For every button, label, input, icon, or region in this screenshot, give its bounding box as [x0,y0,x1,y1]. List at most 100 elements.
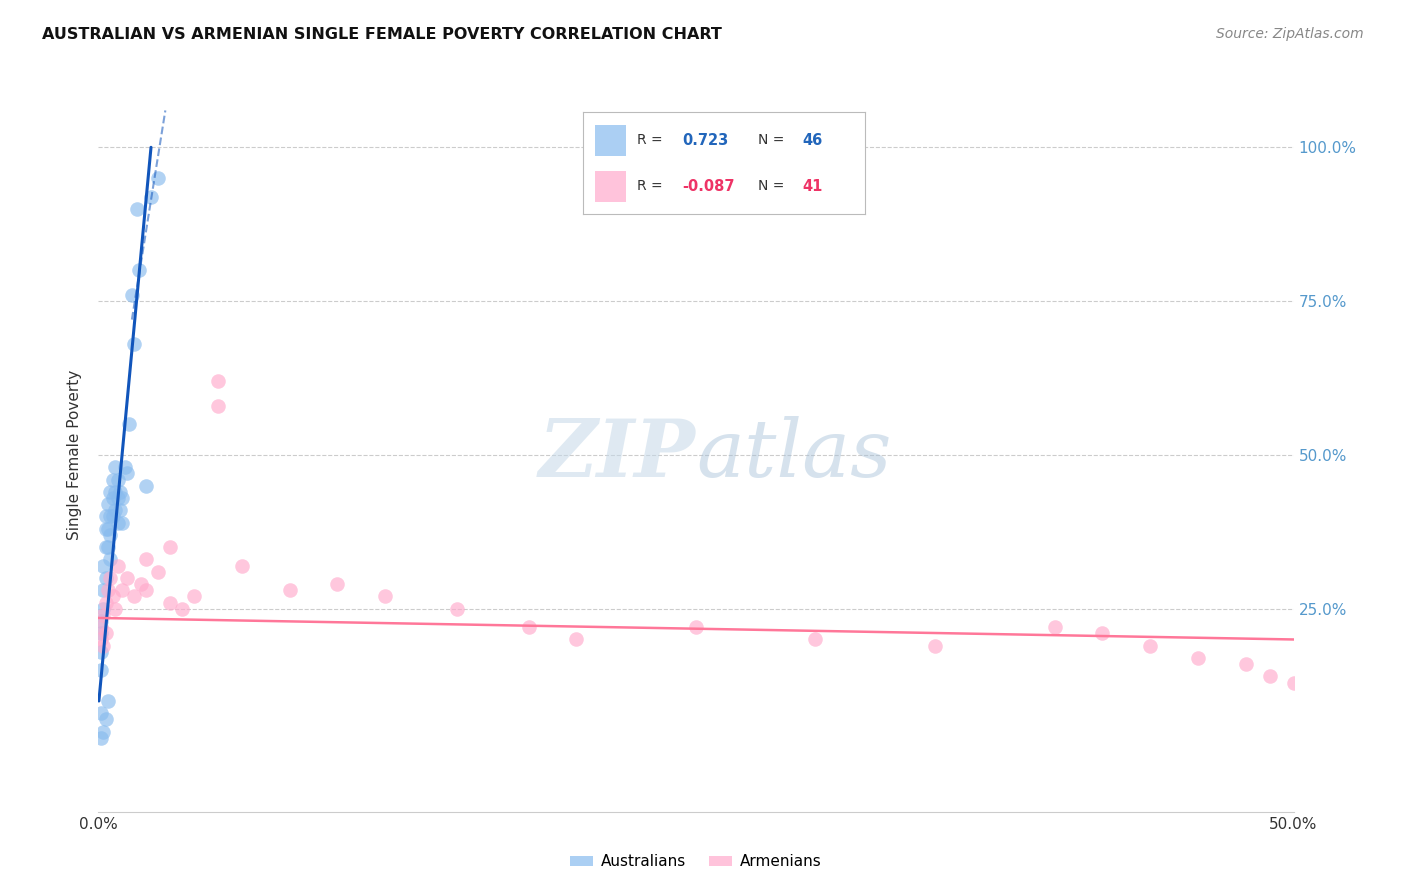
Point [108,484,131,499]
Point [90,620,112,634]
Point [94,571,117,585]
Point [90,632,112,647]
Point [91,724,114,739]
Point [98,528,122,542]
Point [446,601,468,615]
Point [90,626,112,640]
Point [98,571,122,585]
Point [107,473,129,487]
Text: N =: N = [758,133,785,147]
Point [374,590,396,604]
Text: 41: 41 [803,179,823,194]
Point [114,460,136,475]
Point [1091,626,1114,640]
Text: ZIP: ZIP [538,417,696,493]
Legend: Australians, Armenians: Australians, Armenians [564,848,828,875]
Point [111,583,134,598]
Point [115,467,138,481]
Point [90,614,112,628]
Text: 46: 46 [803,133,823,148]
Point [135,583,157,598]
Point [101,509,124,524]
Point [231,558,253,573]
Point [159,540,181,554]
Bar [595,171,626,202]
Point [104,601,127,615]
Point [94,626,117,640]
Point [159,596,181,610]
Point [90,731,112,745]
Text: Source: ZipAtlas.com: Source: ZipAtlas.com [1216,27,1364,41]
Point [94,713,117,727]
Point [135,478,157,492]
Y-axis label: Single Female Poverty: Single Female Poverty [67,370,83,540]
Point [924,639,946,653]
Point [207,399,229,413]
Point [91,639,114,653]
Point [94,596,117,610]
Point [183,590,205,604]
Text: R =: R = [637,179,662,194]
Point [104,460,127,475]
Point [517,620,540,634]
Point [685,620,707,634]
Point [101,473,124,487]
Point [1258,669,1281,683]
Point [101,590,124,604]
Point [108,503,131,517]
Point [111,516,134,530]
Point [94,540,117,554]
Point [1139,639,1161,653]
Point [97,522,120,536]
Text: -0.087: -0.087 [682,179,734,194]
Point [98,484,122,499]
Point [124,590,146,604]
Text: AUSTRALIAN VS ARMENIAN SINGLE FEMALE POVERTY CORRELATION CHART: AUSTRALIAN VS ARMENIAN SINGLE FEMALE POV… [42,27,723,42]
Point [207,374,229,388]
Point [94,522,117,536]
Text: 0.723: 0.723 [682,133,728,148]
Point [97,694,120,708]
Point [98,552,122,566]
Text: R =: R = [637,133,662,147]
Point [97,583,120,598]
Point [1282,675,1305,690]
Point [131,577,153,591]
Point [139,189,162,203]
Point [107,516,129,530]
Point [125,202,148,216]
Point [90,663,112,677]
Point [121,288,143,302]
Point [278,583,301,598]
Point [148,171,170,186]
Point [91,601,114,615]
Point [104,503,127,517]
Point [148,565,170,579]
Point [172,601,194,615]
Point [97,540,120,554]
Point [91,607,114,622]
Point [128,263,150,277]
Point [1234,657,1257,671]
Point [101,491,124,505]
Point [115,571,138,585]
Bar [595,125,626,155]
Point [107,491,129,505]
Point [104,484,127,499]
Point [90,645,112,659]
Text: N =: N = [758,179,785,194]
Point [91,583,114,598]
Point [326,577,349,591]
Point [118,417,141,432]
Point [97,497,120,511]
Point [107,558,129,573]
Point [94,509,117,524]
Point [1187,651,1209,665]
Point [565,632,588,647]
Point [90,706,112,721]
Point [804,632,827,647]
Text: atlas: atlas [696,417,891,493]
Point [91,558,114,573]
Point [124,337,146,351]
Point [135,552,157,566]
